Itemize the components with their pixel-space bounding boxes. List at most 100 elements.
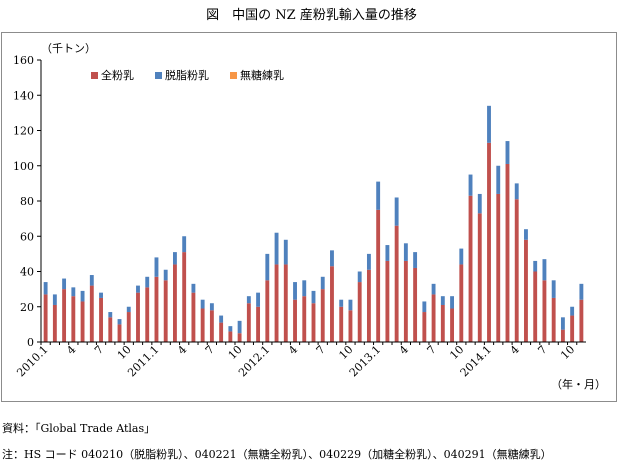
x-tick-label: 4 xyxy=(508,343,522,357)
bar-whole xyxy=(431,294,436,342)
chart-frame xyxy=(1,32,617,402)
bar-skim xyxy=(330,250,334,267)
bar-whole xyxy=(533,271,538,342)
x-tick-label: 7 xyxy=(425,343,439,357)
bars xyxy=(43,105,584,343)
chart-plot: （千トン） （年・月） 全粉乳 脱脂粉乳 無糖練乳 0 20 40 60 80 100 12… xyxy=(13,42,606,391)
bar-skim xyxy=(293,282,297,300)
x-tick-label: 7 xyxy=(92,343,106,357)
bar-skim xyxy=(302,280,307,297)
bar-skim xyxy=(339,299,344,307)
x-tick-label: 2013.1 xyxy=(347,343,383,379)
bar-whole xyxy=(376,209,381,342)
bar-whole xyxy=(228,331,233,342)
bar-skim xyxy=(62,278,67,290)
bar-skim xyxy=(108,312,113,318)
bar-skim xyxy=(126,306,131,313)
y-tick-label: 100 xyxy=(13,160,34,173)
bar-whole xyxy=(219,322,224,342)
bar-skim xyxy=(136,285,140,293)
y-tick-label: 40 xyxy=(20,266,34,279)
bar-skim xyxy=(413,252,418,268)
bar-whole xyxy=(99,297,103,342)
bar-whole xyxy=(542,280,547,342)
bar-whole xyxy=(459,264,464,342)
bar-skim xyxy=(403,243,408,261)
bar-skim xyxy=(551,280,556,298)
bar-whole xyxy=(505,163,510,342)
bar-skim xyxy=(209,303,214,311)
x-tick-label: 7 xyxy=(314,343,328,357)
bar-whole xyxy=(440,304,445,342)
bar-whole xyxy=(117,324,122,343)
bar-skim xyxy=(366,253,371,270)
x-tick-label: 10 xyxy=(336,343,355,362)
bar-skim xyxy=(80,290,85,302)
bar-whole xyxy=(468,195,473,342)
x-tick-label: 2012.1 xyxy=(236,343,272,379)
bar-whole xyxy=(71,296,76,342)
x-axis-label: （年・月） xyxy=(551,377,606,391)
bar-skim xyxy=(468,174,473,196)
bar-whole xyxy=(477,213,482,342)
bar-whole xyxy=(348,310,353,342)
legend: 全粉乳 脱脂粉乳 無糖練乳 xyxy=(91,68,284,82)
x-tick-label: 4 xyxy=(286,343,300,357)
hs-code-note: 注：HS コード 040210（脱脂粉乳）、040221（無糖全粉乳）、0402… xyxy=(2,448,552,461)
bar-skim xyxy=(524,229,528,240)
bar-whole xyxy=(366,269,371,342)
bar-whole xyxy=(357,282,362,342)
bar-skim xyxy=(256,292,261,307)
bar-skim xyxy=(394,197,399,226)
bar-whole xyxy=(237,333,242,342)
bar-skim xyxy=(422,301,427,313)
bar-skim xyxy=(579,283,584,300)
bar-skim xyxy=(89,275,94,286)
bar-skim xyxy=(117,319,122,325)
chart-title: 図 中国の NZ 産粉乳輸入量の推移 xyxy=(206,8,417,23)
bar-skim xyxy=(228,326,233,332)
legend-swatch-condensed xyxy=(230,72,237,79)
bar-whole xyxy=(173,264,177,342)
legend-swatch-skim xyxy=(155,72,162,79)
bar-whole xyxy=(311,303,316,342)
bar-whole xyxy=(293,299,297,342)
bar-whole xyxy=(182,252,187,342)
bar-skim xyxy=(173,252,177,265)
bar-whole xyxy=(487,142,491,342)
bar-whole xyxy=(514,199,519,342)
bar-skim xyxy=(99,292,103,298)
bar-whole xyxy=(145,287,150,342)
bar-whole xyxy=(163,280,168,342)
bar-skim xyxy=(385,245,390,261)
x-tick-label: 7 xyxy=(535,343,549,357)
bar-whole xyxy=(246,303,251,342)
bar-skim xyxy=(43,282,48,295)
bar-skim xyxy=(191,283,196,293)
bar-skim xyxy=(265,253,270,281)
y-tick-label: 60 xyxy=(20,230,34,243)
bar-skim xyxy=(320,276,325,290)
bar-skim xyxy=(200,299,205,309)
bar-skim xyxy=(52,294,57,305)
bar-skim xyxy=(376,181,381,210)
bar-whole xyxy=(450,308,454,342)
bar-whole xyxy=(265,280,270,342)
legend-label-skim: 脱脂粉乳 xyxy=(165,68,209,82)
bar-whole xyxy=(209,310,214,342)
bar-whole xyxy=(154,276,159,342)
bar-whole xyxy=(560,329,565,342)
bar-whole xyxy=(43,294,48,342)
bar-skim xyxy=(163,269,168,281)
bar-skim xyxy=(237,320,242,334)
bar-whole xyxy=(579,299,584,342)
bar-skim xyxy=(487,105,491,143)
bar-skim xyxy=(348,299,353,311)
bar-skim xyxy=(459,248,464,265)
bar-whole xyxy=(394,225,399,342)
bar-whole xyxy=(191,292,196,342)
bar-whole xyxy=(89,285,94,342)
x-tick-label: 4 xyxy=(175,343,189,357)
x-tick-label: 2014.1 xyxy=(458,343,494,379)
bar-whole xyxy=(126,312,131,342)
